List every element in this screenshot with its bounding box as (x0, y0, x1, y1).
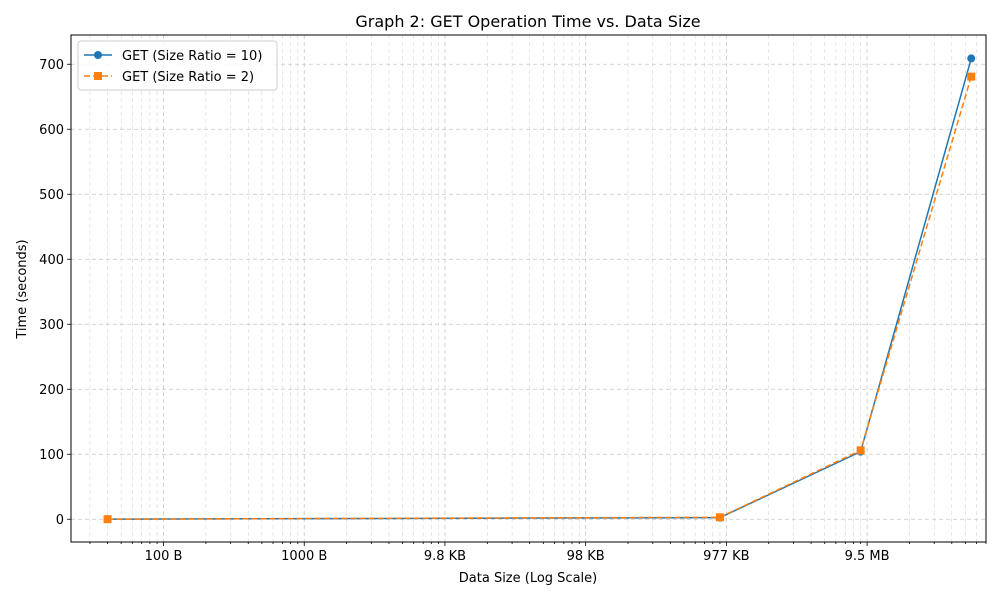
y-tick-label: 600 (39, 123, 64, 138)
legend-marker-series-2 (94, 72, 102, 80)
plot-frame (70, 34, 987, 543)
legend-box (77, 40, 278, 91)
y-axis-label: Time (seconds) (15, 239, 30, 339)
y-tick-label: 400 (39, 253, 64, 268)
legend-label-series-2: GET (Size Ratio = 2) (122, 70, 254, 85)
legend-marker-series-1 (94, 51, 102, 59)
y-tick-label: 100 (39, 448, 64, 463)
legend-label-series-1: GET (Size Ratio = 10) (122, 49, 262, 64)
series-2-point (103, 515, 112, 524)
y-tick-label: 700 (39, 58, 64, 73)
series-1-point (967, 54, 976, 63)
y-tick-label: 0 (56, 513, 64, 528)
y-tick-label: 500 (39, 188, 64, 203)
x-tick-label: 100 B (145, 549, 183, 564)
series-layer (103, 54, 976, 524)
x-axis-label: Data Size (Log Scale) (459, 571, 597, 586)
axis-ticks: 0 100 200 300 400 500 600 700 100 B 1000 B 9.8 KB 9… (39, 58, 987, 564)
series-2-point (715, 513, 724, 522)
x-tick-label: 977 KB (703, 549, 749, 564)
chart-title: Graph 2: GET Operation Time vs. Data Siz… (355, 12, 700, 31)
series-2-point (967, 72, 976, 81)
x-tick-label: 98 KB (567, 549, 605, 564)
legend: GET (Size Ratio = 10) GET (Size Ratio = … (77, 40, 278, 91)
y-tick-label: 300 (39, 318, 64, 333)
series-2-point (856, 446, 865, 455)
x-tick-label: 9.8 KB (424, 549, 466, 564)
y-tick-label: 200 (39, 383, 64, 398)
x-tick-label: 9.5 MB (845, 549, 890, 564)
series-2-line (107, 76, 972, 520)
grid-lines (71, 35, 987, 542)
x-tick-label: 1000 B (281, 549, 327, 564)
